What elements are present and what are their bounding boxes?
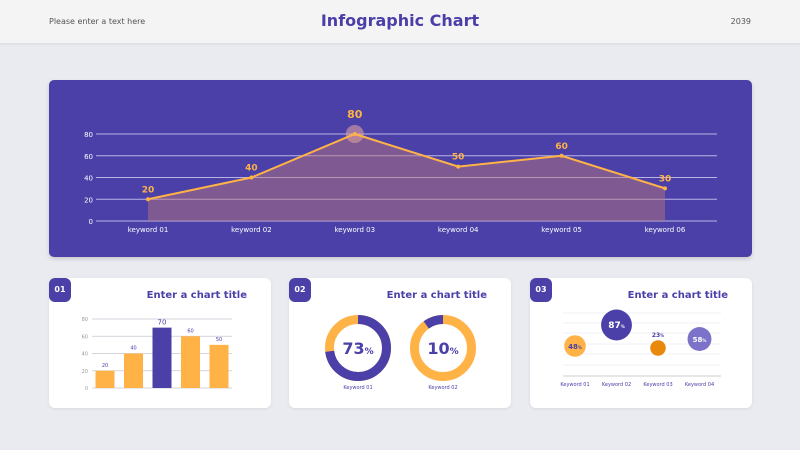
bubble-label: 23% bbox=[652, 332, 664, 339]
donut-chart-card: 02 Enter a chart title 73% Keyword 01 10% K… bbox=[289, 278, 511, 408]
data-label: 30 bbox=[659, 174, 672, 184]
data-label: 80 bbox=[347, 108, 363, 121]
card-badge: 02 bbox=[289, 278, 311, 302]
bubble-chart-card: 03 Enter a chart title 48% Keyword 01 87% K… bbox=[530, 278, 752, 408]
bubble bbox=[564, 335, 586, 357]
value-number: 48 bbox=[568, 343, 578, 351]
y-tick-label: 40 bbox=[84, 175, 93, 183]
y-tick-label: 20 bbox=[82, 369, 88, 375]
data-label: 40 bbox=[130, 346, 136, 352]
x-label: Keyword 01 bbox=[560, 382, 589, 388]
bubble-label: 87% bbox=[608, 321, 625, 331]
y-tick-label: 20 bbox=[84, 196, 93, 204]
data-label: 40 bbox=[245, 164, 258, 174]
x-label: Keyword 01 bbox=[343, 385, 372, 391]
chart-title: Enter a chart title bbox=[617, 98, 718, 109]
y-tick-label: 60 bbox=[82, 334, 88, 340]
value-unit: % bbox=[621, 324, 625, 329]
x-tick-label: keyword 03 bbox=[335, 226, 376, 234]
data-point bbox=[352, 132, 357, 136]
bubble-label: 58% bbox=[693, 336, 707, 344]
bar bbox=[152, 327, 172, 388]
chart-title: Enter a chart title bbox=[146, 290, 247, 301]
y-tick-label: 0 bbox=[85, 386, 88, 392]
bar-chart: 0 20 40 60 80 20 40 70 60 50 bbox=[82, 317, 232, 392]
donut-charts: 73% Keyword 01 10% Keyword 02 bbox=[325, 315, 476, 391]
donut-segment bbox=[325, 315, 391, 381]
bar-chart-card: 01 Enter a chart title 0 20 40 60 80 20 40 70 60… bbox=[49, 278, 271, 408]
area-fill bbox=[148, 134, 665, 221]
value-number: 58 bbox=[693, 336, 703, 344]
data-point bbox=[146, 197, 150, 202]
value-number: 87 bbox=[608, 321, 621, 331]
main-area-chart-panel: Enter a chart title 0 20 40 60 80 20 keyword 0… bbox=[49, 80, 752, 257]
bar bbox=[209, 344, 229, 388]
x-label: Keyword 04 bbox=[685, 382, 714, 388]
x-tick-label: keyword 01 bbox=[128, 226, 169, 234]
series-line bbox=[147, 132, 666, 201]
bubble-label: 48% bbox=[568, 343, 582, 351]
card-badge: 01 bbox=[49, 278, 71, 302]
bar bbox=[95, 370, 115, 388]
header: Please enter a text here Infographic Cha… bbox=[0, 0, 800, 43]
data-label: 60 bbox=[187, 328, 193, 334]
bubble bbox=[650, 340, 666, 356]
bar bbox=[124, 353, 143, 388]
data-label: 60 bbox=[555, 142, 568, 152]
data-point bbox=[663, 186, 667, 191]
value-unit: % bbox=[578, 345, 582, 350]
data-label: 70 bbox=[158, 319, 167, 327]
data-label: 20 bbox=[102, 363, 108, 369]
y-tick-label: 40 bbox=[82, 352, 88, 358]
x-tick-label: keyword 05 bbox=[541, 226, 582, 234]
header-year: 2039 bbox=[730, 17, 751, 26]
bubble bbox=[601, 309, 632, 341]
value-number: 10 bbox=[427, 339, 449, 358]
value-unit: % bbox=[660, 333, 664, 338]
x-tick-label: keyword 02 bbox=[231, 226, 272, 234]
value-unit: % bbox=[450, 347, 459, 357]
x-tick-label: keyword 04 bbox=[438, 226, 479, 234]
card-badge: 03 bbox=[530, 278, 552, 302]
x-label: Keyword 02 bbox=[602, 382, 631, 388]
x-label: Keyword 02 bbox=[428, 385, 457, 391]
x-label: Keyword 03 bbox=[643, 382, 672, 388]
y-tick-label: 60 bbox=[84, 153, 93, 161]
page-title: Infographic Chart bbox=[320, 11, 480, 30]
area-chart: 0 20 40 60 80 20 keyword 01 40 keyword 02 80 keywo… bbox=[84, 108, 717, 234]
chart-title: Enter a chart title bbox=[386, 290, 487, 301]
value-unit: % bbox=[365, 347, 374, 357]
bubble-chart: 48% Keyword 01 87% Keyword 02 23% Keyword 03 5… bbox=[560, 309, 721, 388]
value-unit: % bbox=[702, 338, 706, 343]
header-left-text: Please enter a text here bbox=[49, 17, 146, 26]
x-tick-label: keyword 06 bbox=[645, 226, 686, 234]
donut-value: 10% bbox=[427, 339, 458, 358]
data-label: 20 bbox=[142, 185, 155, 195]
bubble bbox=[687, 327, 712, 351]
data-label: 50 bbox=[452, 153, 465, 163]
value-number: 73 bbox=[342, 339, 364, 358]
chart-title: Enter a chart title bbox=[627, 290, 728, 301]
data-label: 50 bbox=[216, 337, 222, 343]
data-point bbox=[249, 175, 254, 180]
value-number: 23 bbox=[652, 332, 660, 339]
data-point bbox=[559, 153, 564, 158]
y-tick-label: 0 bbox=[89, 218, 93, 226]
y-tick-label: 80 bbox=[82, 317, 88, 323]
donut-value: 73% bbox=[342, 339, 373, 358]
data-point bbox=[456, 164, 461, 169]
bar bbox=[181, 336, 200, 388]
y-tick-label: 80 bbox=[84, 131, 93, 139]
